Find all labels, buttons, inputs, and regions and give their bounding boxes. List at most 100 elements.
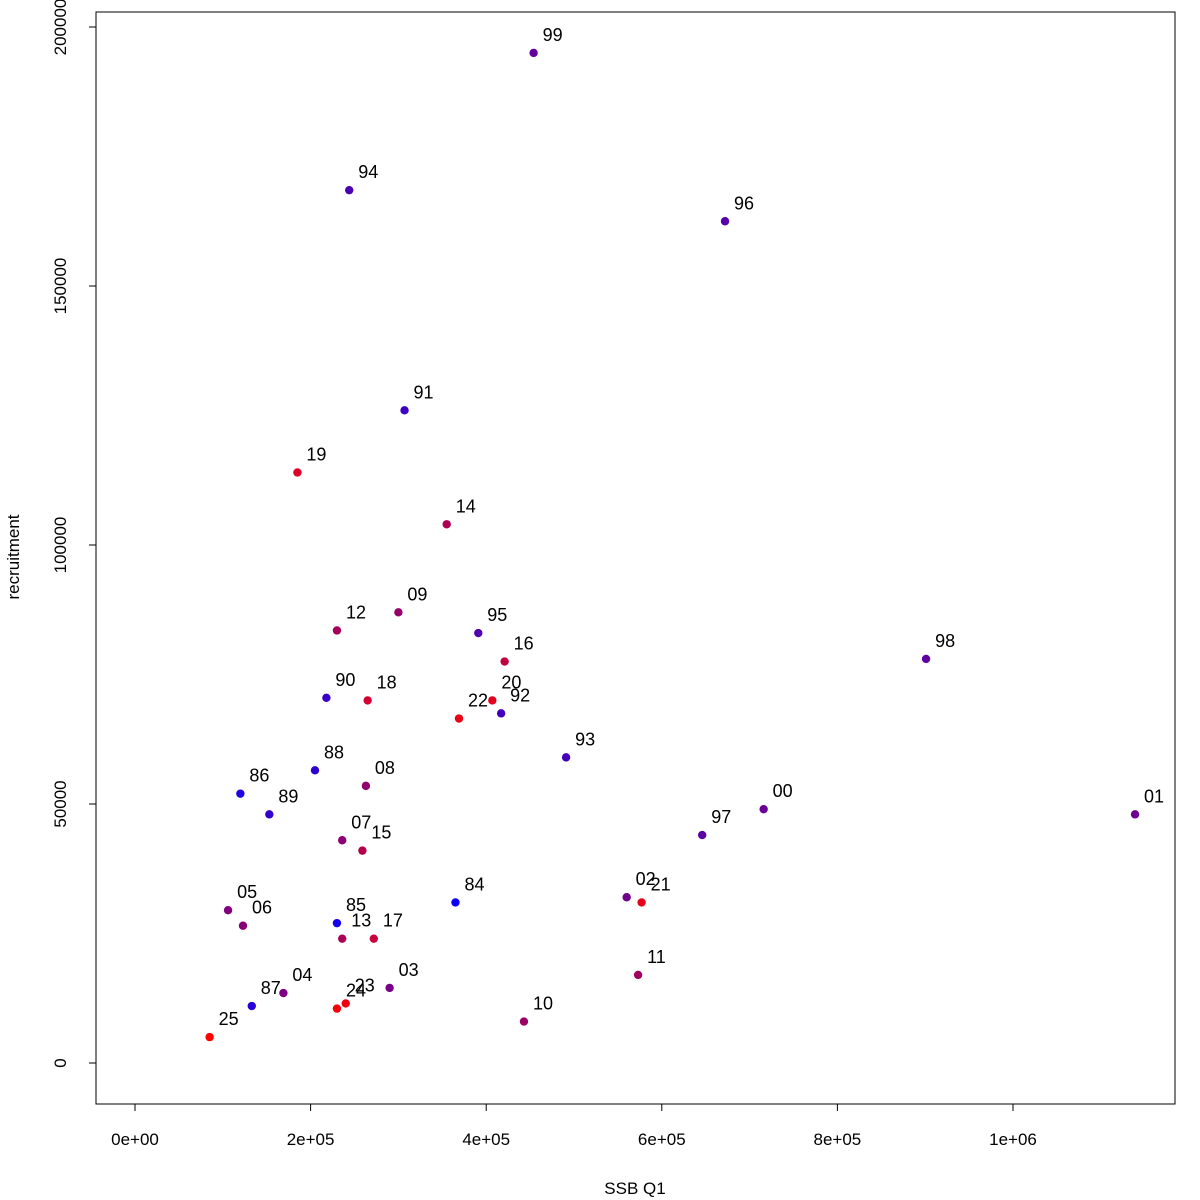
point-89 [265,810,274,819]
point-84 [451,898,460,907]
x-tick-label: 4e+05 [462,1130,510,1149]
point-label-91: 91 [414,382,434,402]
point-12 [332,626,342,635]
data-points: 84 85 86 87 88 89 90 91 92 93 94 95 96 97 98 99 00 01 02 03… [205,25,1164,1042]
point-92 [496,709,506,718]
point-label-10: 10 [533,994,553,1014]
point-label-18: 18 [377,672,397,692]
point-96 [720,217,730,226]
point-label-21: 21 [651,874,671,894]
point-label-08: 08 [375,758,395,778]
x-tick-label: 6e+05 [638,1130,686,1149]
point-label-11: 11 [647,947,666,967]
y-axis-ticks: 0 50000 100000 150000 200000 [51,0,96,1068]
point-98 [921,654,931,664]
point-93 [561,753,571,762]
point-20 [488,696,497,705]
point-label-03: 03 [399,960,419,980]
point-label-09: 09 [407,584,427,604]
point-label-07: 07 [351,812,371,832]
point-label-99: 99 [543,25,563,45]
point-01 [1130,810,1140,819]
point-label-20: 20 [501,672,521,692]
point-00 [759,804,768,814]
point-85 [332,918,342,928]
y-tick-label: 150000 [51,258,70,315]
point-label-86: 86 [249,766,269,786]
point-label-97: 97 [711,807,731,827]
point-label-93: 93 [575,729,595,749]
point-label-13: 13 [351,911,371,931]
point-label-16: 16 [514,634,534,654]
point-07 [338,836,347,845]
point-11 [633,970,643,980]
x-axis-ticks: 0e+00 2e+05 4e+05 6e+05 8e+05 1e+06 [111,1104,1037,1149]
point-label-19: 19 [306,444,326,464]
point-95 [474,628,483,638]
point-18 [363,696,372,705]
point-label-25: 25 [219,1009,239,1029]
point-24 [332,1004,342,1013]
point-label-22: 22 [468,691,488,711]
point-label-02: 02 [636,869,656,889]
point-label-01: 01 [1144,786,1164,806]
point-label-23: 23 [355,975,375,995]
point-25 [205,1032,214,1042]
y-tick-label: 200000 [51,0,70,55]
point-88 [310,766,320,775]
point-23 [341,999,350,1008]
point-label-24: 24 [346,981,366,1001]
point-04 [279,988,288,998]
point-label-15: 15 [371,823,391,843]
x-tick-label: 8e+05 [814,1130,862,1149]
x-axis-title: SSB Q1 [604,1179,665,1198]
point-22 [454,714,464,723]
point-label-06: 06 [252,898,272,918]
point-16 [500,657,509,666]
point-14 [442,520,451,529]
point-05 [223,905,233,915]
point-17 [369,934,379,943]
y-tick-label: 50000 [51,780,70,827]
point-label-88: 88 [324,742,344,762]
point-08 [361,781,371,791]
y-tick-label: 100000 [51,517,70,574]
x-tick-label: 1e+06 [989,1130,1037,1149]
point-03 [385,983,394,993]
point-86 [236,789,245,798]
point-label-05: 05 [237,882,257,902]
point-label-00: 00 [773,781,793,801]
point-10 [519,1017,529,1026]
point-label-12: 12 [346,602,366,622]
y-tick-label: 0 [51,1058,70,1067]
point-15 [358,846,367,855]
x-tick-label: 2e+05 [287,1130,335,1149]
point-label-95: 95 [487,605,507,625]
point-label-87: 87 [261,978,281,998]
point-21 [637,898,646,907]
point-94 [345,185,354,195]
point-87 [247,1001,256,1011]
point-label-94: 94 [358,162,378,182]
point-label-85: 85 [346,895,366,915]
point-label-89: 89 [278,786,298,806]
point-label-96: 96 [734,193,754,213]
point-99 [529,48,538,58]
point-label-98: 98 [935,631,955,651]
point-label-04: 04 [292,965,312,985]
point-02 [622,893,631,902]
point-06 [238,921,248,930]
plot-frame [95,11,1176,1105]
point-09 [394,608,403,617]
point-97 [697,830,707,840]
point-90 [322,693,331,703]
point-91 [400,406,409,415]
point-label-17: 17 [383,911,403,931]
point-label-14: 14 [456,496,476,516]
point-label-90: 90 [335,670,355,690]
point-label-92: 92 [510,685,530,705]
point-19 [293,468,302,477]
point-13 [338,934,347,943]
x-tick-label: 0e+00 [111,1130,159,1149]
